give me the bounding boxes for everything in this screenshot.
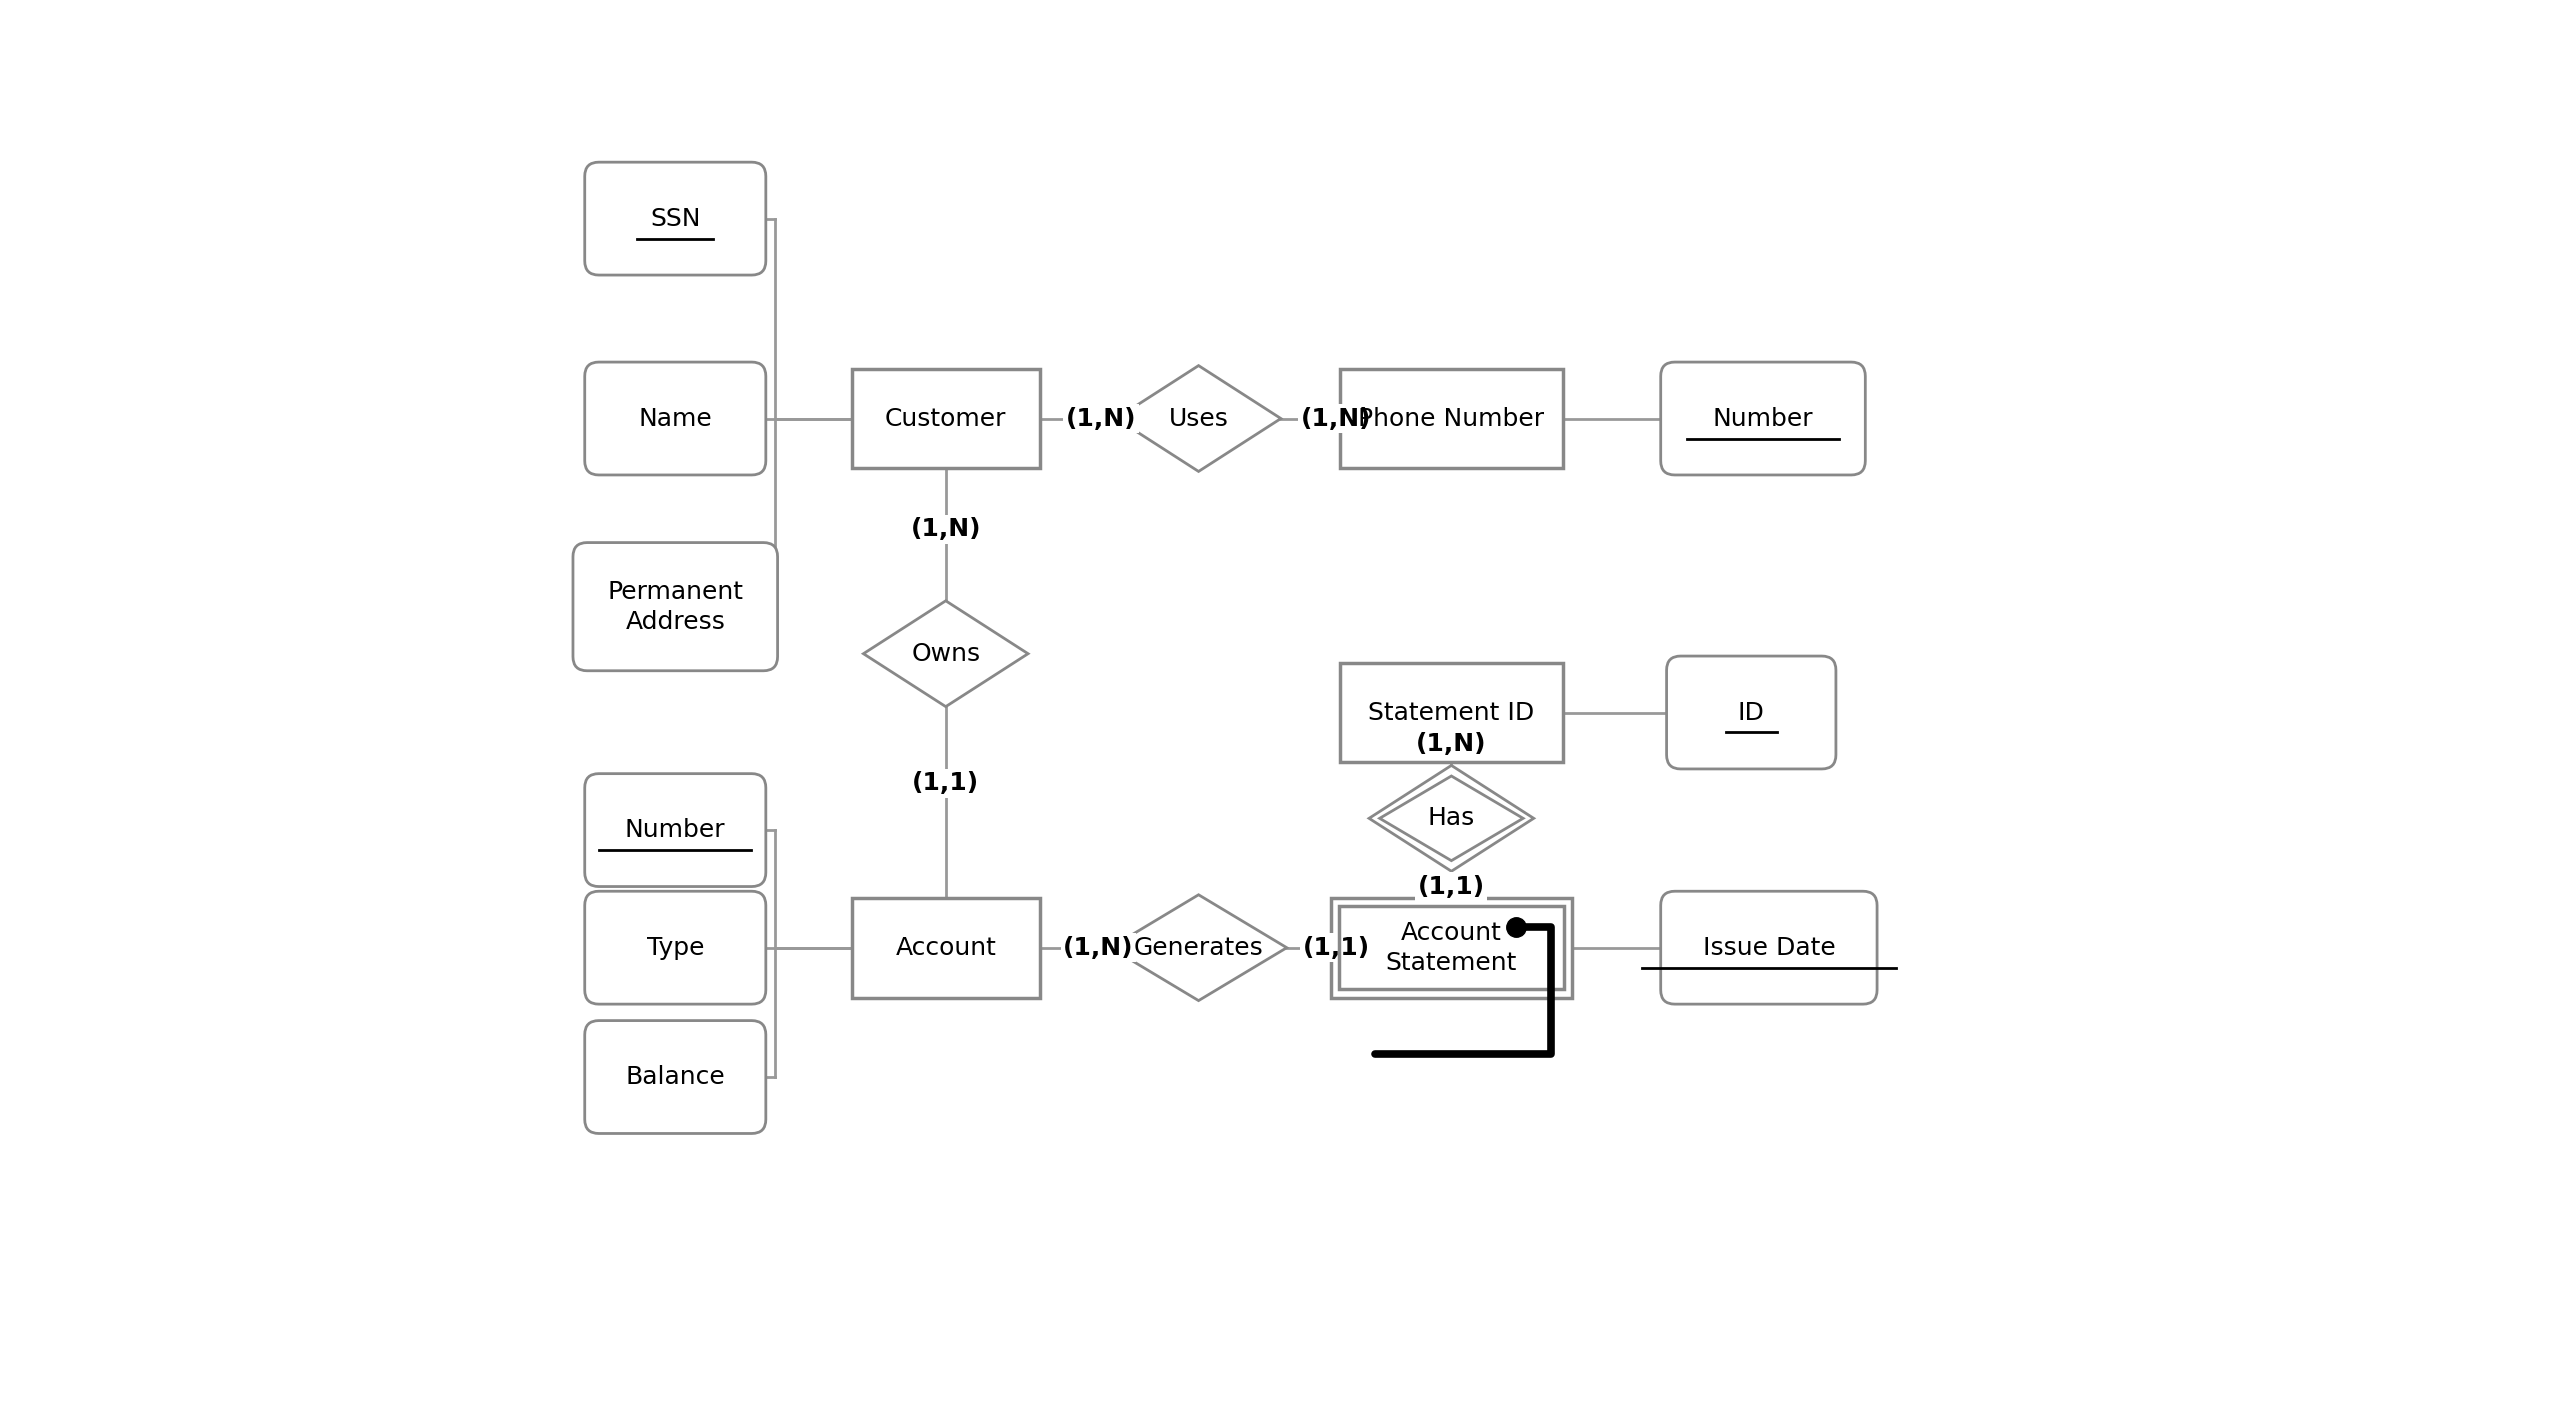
Polygon shape xyxy=(1369,765,1533,871)
Text: (1,N): (1,N) xyxy=(1063,936,1135,959)
Text: ID: ID xyxy=(1737,701,1765,724)
Text: (1,N): (1,N) xyxy=(1066,406,1137,430)
FancyBboxPatch shape xyxy=(1668,656,1836,770)
Text: Account: Account xyxy=(895,936,997,959)
Text: (1,N): (1,N) xyxy=(1415,732,1487,757)
FancyBboxPatch shape xyxy=(1339,663,1563,762)
Text: (1,N): (1,N) xyxy=(910,517,982,542)
FancyBboxPatch shape xyxy=(584,774,765,886)
FancyBboxPatch shape xyxy=(1660,362,1864,475)
Text: Number: Number xyxy=(1714,406,1813,430)
FancyBboxPatch shape xyxy=(1331,898,1571,997)
Text: Number: Number xyxy=(625,818,727,842)
FancyBboxPatch shape xyxy=(852,369,1040,469)
Text: Permanent
Address: Permanent Address xyxy=(607,580,742,634)
Text: Account
Statement: Account Statement xyxy=(1385,921,1517,975)
FancyBboxPatch shape xyxy=(574,543,778,671)
Text: Name: Name xyxy=(638,406,711,430)
FancyBboxPatch shape xyxy=(584,891,765,1005)
FancyBboxPatch shape xyxy=(584,1020,765,1133)
Text: (1,1): (1,1) xyxy=(913,771,979,795)
Text: Type: Type xyxy=(648,936,704,959)
FancyBboxPatch shape xyxy=(1660,891,1877,1005)
Text: Statement ID: Statement ID xyxy=(1369,701,1535,724)
Text: Generates: Generates xyxy=(1135,936,1262,959)
Text: Issue Date: Issue Date xyxy=(1703,936,1836,959)
FancyBboxPatch shape xyxy=(584,162,765,275)
Text: (1,N): (1,N) xyxy=(1300,406,1372,430)
Polygon shape xyxy=(864,601,1028,707)
Text: Owns: Owns xyxy=(910,641,979,665)
Text: Phone Number: Phone Number xyxy=(1359,406,1545,430)
Text: (1,1): (1,1) xyxy=(1418,875,1484,899)
Text: Customer: Customer xyxy=(885,406,1007,430)
Text: Has: Has xyxy=(1428,807,1474,831)
Text: (1,1): (1,1) xyxy=(1303,936,1369,959)
Text: SSN: SSN xyxy=(650,207,701,231)
Text: Balance: Balance xyxy=(625,1064,724,1089)
Polygon shape xyxy=(1117,366,1280,472)
Polygon shape xyxy=(1109,895,1288,1000)
FancyBboxPatch shape xyxy=(1339,369,1563,469)
FancyBboxPatch shape xyxy=(584,362,765,475)
FancyBboxPatch shape xyxy=(852,898,1040,997)
Text: Uses: Uses xyxy=(1168,406,1229,430)
